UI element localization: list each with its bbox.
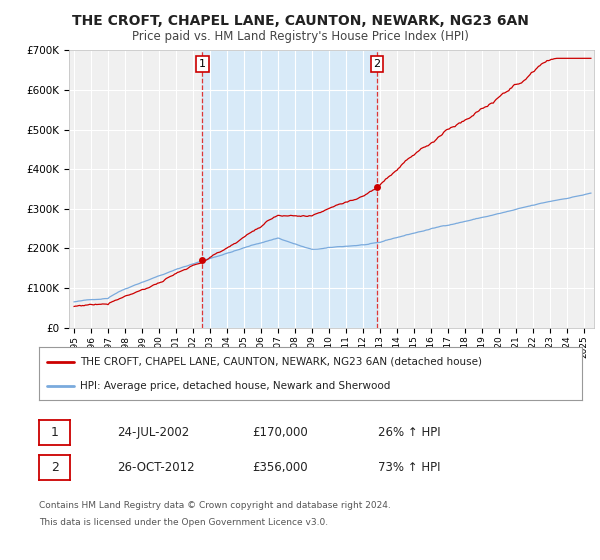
Bar xyxy=(202,50,377,328)
Text: 24-JUL-2002: 24-JUL-2002 xyxy=(117,426,189,439)
Text: £356,000: £356,000 xyxy=(252,461,308,474)
Text: 26-OCT-2012: 26-OCT-2012 xyxy=(117,461,194,474)
Text: This data is licensed under the Open Government Licence v3.0.: This data is licensed under the Open Gov… xyxy=(39,518,328,527)
Text: 2: 2 xyxy=(50,461,59,474)
Text: £170,000: £170,000 xyxy=(252,426,308,439)
Text: Contains HM Land Registry data © Crown copyright and database right 2024.: Contains HM Land Registry data © Crown c… xyxy=(39,501,391,510)
Text: 73% ↑ HPI: 73% ↑ HPI xyxy=(378,461,440,474)
Text: 2: 2 xyxy=(373,59,380,69)
Text: HPI: Average price, detached house, Newark and Sherwood: HPI: Average price, detached house, Newa… xyxy=(80,381,390,391)
Text: THE CROFT, CHAPEL LANE, CAUNTON, NEWARK, NG23 6AN (detached house): THE CROFT, CHAPEL LANE, CAUNTON, NEWARK,… xyxy=(80,357,482,367)
Text: Price paid vs. HM Land Registry's House Price Index (HPI): Price paid vs. HM Land Registry's House … xyxy=(131,30,469,43)
Text: 1: 1 xyxy=(50,426,59,439)
Text: THE CROFT, CHAPEL LANE, CAUNTON, NEWARK, NG23 6AN: THE CROFT, CHAPEL LANE, CAUNTON, NEWARK,… xyxy=(71,14,529,28)
Text: 1: 1 xyxy=(199,59,206,69)
Text: 26% ↑ HPI: 26% ↑ HPI xyxy=(378,426,440,439)
